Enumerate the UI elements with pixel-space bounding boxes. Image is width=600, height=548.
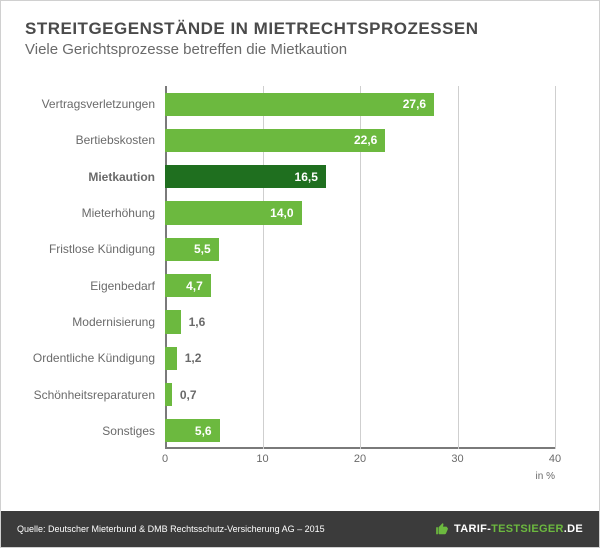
footer-bar: Quelle: Deutscher Mieterbund & DMB Recht… — [1, 511, 599, 547]
bar-value-label: 16,5 — [287, 170, 326, 184]
bar-row: 27,6 — [165, 93, 555, 116]
y-axis-label: Mieterhöhung — [25, 195, 155, 231]
bar: 14,0 — [165, 201, 302, 224]
y-axis-label: Modernisierung — [25, 304, 155, 340]
y-axis-label: Fristlose Kündigung — [25, 231, 155, 267]
chart-title: STREITGEGENSTÄNDE IN MIETRECHTSPROZESSEN — [25, 19, 575, 39]
bar-row: 14,0 — [165, 201, 555, 224]
chart-card: STREITGEGENSTÄNDE IN MIETRECHTSPROZESSEN… — [0, 0, 600, 548]
brand-main: TESTSIEGER — [491, 523, 564, 535]
bar-row: 16,5 — [165, 165, 555, 188]
header: STREITGEGENSTÄNDE IN MIETRECHTSPROZESSEN… — [1, 1, 599, 66]
bar-value-label: 14,0 — [262, 206, 301, 220]
x-tick-label: 0 — [162, 453, 168, 465]
bar-row: 1,2 — [165, 347, 555, 370]
bar: 27,6 — [165, 93, 434, 116]
bar — [165, 383, 172, 406]
bar-row: 1,6 — [165, 310, 555, 333]
bar-value-label: 5,6 — [187, 424, 220, 438]
bar-value-label: 27,6 — [395, 97, 434, 111]
bar: 5,5 — [165, 238, 219, 261]
bar-value-label: 0,7 — [172, 388, 205, 402]
x-tick-label: 20 — [354, 453, 366, 465]
x-tick-label: 40 — [549, 453, 561, 465]
x-axis: 010203040in % — [165, 449, 555, 497]
chart-subtitle: Viele Gerichtsprozesse betreffen die Mie… — [25, 41, 575, 58]
y-axis-label: Ordentliche Kündigung — [25, 340, 155, 376]
bar-value-label: 1,6 — [181, 315, 214, 329]
y-axis-label: Mietkaution — [25, 159, 155, 195]
y-axis-label: Eigenbedarf — [25, 268, 155, 304]
x-unit-label: in % — [536, 471, 555, 482]
y-axis-label: Vertragsverletzungen — [25, 86, 155, 122]
y-axis-label: Schönheitsreparaturen — [25, 376, 155, 412]
bar-row: 0,7 — [165, 383, 555, 406]
brand-prefix: TARIF- — [454, 523, 491, 535]
bar-row: 5,6 — [165, 419, 555, 442]
x-tick-label: 10 — [256, 453, 268, 465]
plot-region: 27,6 22,6 16,5 14,0 5,5 4,7 1,6 1,2 0,7 5,6 — [165, 86, 555, 449]
bar — [165, 310, 181, 333]
bar-row: 4,7 — [165, 274, 555, 297]
bar: 16,5 — [165, 165, 326, 188]
brand-suffix: .DE — [564, 523, 583, 535]
grid-line — [555, 86, 556, 449]
bar-value-label: 5,5 — [186, 242, 219, 256]
source-text: Quelle: Deutscher Mieterbund & DMB Recht… — [17, 524, 325, 534]
y-axis-labels: VertragsverletzungenBertiebskostenMietka… — [25, 86, 159, 449]
bar: 5,6 — [165, 419, 220, 442]
bar-value-label: 22,6 — [346, 133, 385, 147]
brand-logo: TARIF-TESTSIEGER.DE — [435, 522, 583, 536]
bar: 4,7 — [165, 274, 211, 297]
bar-value-label: 1,2 — [177, 351, 210, 365]
x-tick-label: 30 — [451, 453, 463, 465]
bar-row: 5,5 — [165, 238, 555, 261]
bar-value-label: 4,7 — [178, 279, 211, 293]
bar-row: 22,6 — [165, 129, 555, 152]
y-axis-label: Sonstiges — [25, 413, 155, 449]
brand-text: TARIF-TESTSIEGER.DE — [454, 523, 583, 535]
thumbs-up-icon — [435, 522, 449, 536]
y-axis-label: Bertiebskosten — [25, 122, 155, 158]
bar: 22,6 — [165, 129, 385, 152]
bar — [165, 347, 177, 370]
chart-area: VertragsverletzungenBertiebskostenMietka… — [25, 80, 565, 497]
